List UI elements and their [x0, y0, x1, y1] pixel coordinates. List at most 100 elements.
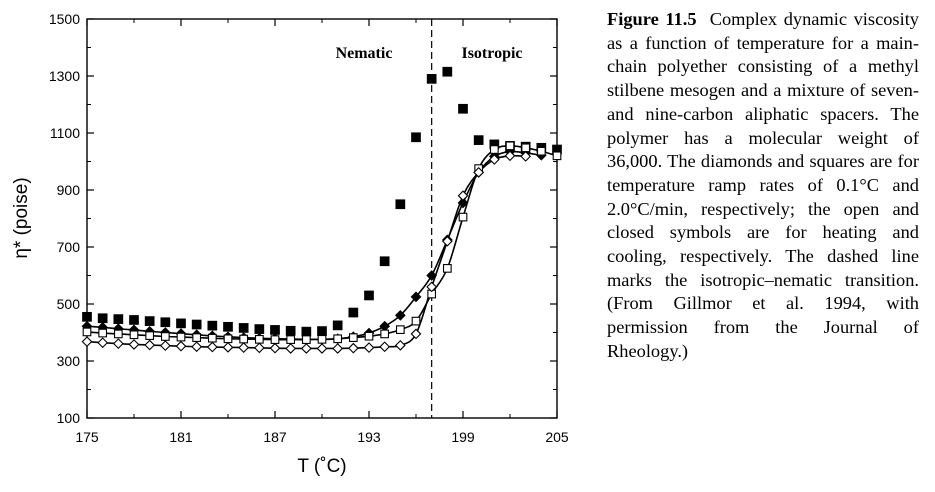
- open-square-point: [82, 327, 92, 337]
- open-square-point: [348, 333, 358, 342]
- y-tick-label: 100: [57, 410, 81, 426]
- open-diamond-point: [206, 341, 218, 353]
- x-tick-label: 205: [545, 429, 569, 445]
- open-diamond-point: [238, 342, 250, 353]
- plot-frame: [86, 18, 558, 419]
- y-tick-label: 700: [57, 239, 81, 255]
- open-square-point: [129, 330, 139, 340]
- open-square-point: [301, 335, 311, 344]
- open-square-point: [411, 316, 421, 326]
- open-diamond-point: [112, 338, 124, 349]
- figure-caption-text: Complex dynamic viscosity as a function …: [607, 9, 919, 361]
- open-square-point: [176, 332, 186, 342]
- x-tick-label: 187: [263, 429, 287, 445]
- open-diamond-point: [316, 343, 328, 354]
- open-square-point: [505, 141, 515, 151]
- open-square-point: [536, 146, 546, 156]
- y-tick-label: 300: [57, 353, 81, 369]
- filled-diamond-point: [410, 291, 422, 303]
- open-diamond-point: [175, 340, 187, 352]
- open-square-point: [113, 329, 123, 339]
- open-diamond-point: [332, 343, 344, 354]
- filled-square-point: [473, 135, 484, 145]
- filled-square-point: [254, 324, 265, 334]
- filled-square-point: [364, 290, 374, 301]
- open-diamond-point: [457, 190, 469, 202]
- filled-square-point: [129, 315, 139, 325]
- open-diamond-point: [394, 339, 406, 351]
- filled-square-point: [332, 320, 343, 331]
- filled-square-point: [191, 319, 202, 330]
- open-diamond-point: [191, 341, 203, 353]
- filled-square-point: [144, 316, 155, 326]
- viscosity-chart: 100 300 500 700 900 1100 1300 1500 175 181 187 193 1…: [11, 11, 569, 477]
- data-marks-layer: [81, 66, 562, 354]
- open-diamond-point: [159, 340, 171, 351]
- y-tick-label: 500: [57, 296, 81, 312]
- annotation-nematic: Nematic: [336, 45, 393, 62]
- open-square-point: [192, 333, 202, 342]
- open-diamond-point: [363, 342, 375, 353]
- open-square-point: [458, 212, 468, 222]
- open-square-point: [207, 333, 217, 343]
- open-diamond-point: [488, 154, 500, 165]
- open-square-point: [364, 331, 374, 341]
- open-square-point: [395, 325, 405, 335]
- filled-square-point: [160, 317, 171, 328]
- filled-square-point: [426, 74, 437, 84]
- filled-diamond-point: [379, 320, 391, 332]
- y-tick-label: 1100: [50, 125, 80, 141]
- filled-square-point: [442, 66, 453, 77]
- filled-square-point: [395, 199, 406, 210]
- open-square-point: [239, 334, 249, 344]
- open-diamond-point: [426, 281, 438, 293]
- filled-square-point: [348, 307, 359, 318]
- y-tick-label: 1300: [49, 68, 80, 84]
- x-tick-label: 181: [169, 429, 193, 445]
- open-square-point: [521, 143, 531, 153]
- figure-label: Figure 11.5: [607, 9, 697, 29]
- x-tick-label: 199: [451, 429, 475, 445]
- filled-square-point: [97, 313, 108, 324]
- fit-curve-open-square: [86, 144, 558, 341]
- filled-square-point: [270, 325, 280, 335]
- x-axis-label: T (˚C): [297, 456, 346, 477]
- open-diamond-point: [128, 339, 140, 350]
- open-diamond-point: [300, 343, 312, 354]
- open-square-point: [270, 335, 280, 344]
- filled-square-point: [113, 314, 124, 324]
- open-diamond-point: [97, 337, 109, 349]
- axes-layer: 100 300 500 700 900 1100 1300 1500 175 181 187 193 1…: [49, 11, 569, 445]
- filled-square-point: [176, 318, 186, 329]
- filled-diamond-point: [426, 270, 438, 281]
- open-diamond-point: [347, 342, 359, 354]
- open-diamond-point: [504, 150, 516, 162]
- open-square-point: [254, 334, 264, 344]
- open-square-point: [98, 328, 108, 338]
- open-diamond-point: [410, 328, 422, 340]
- open-diamond-point: [144, 339, 156, 351]
- open-square-point: [333, 334, 343, 344]
- open-diamond-point: [81, 336, 93, 347]
- filled-square-point: [238, 323, 249, 333]
- filled-square-point: [223, 321, 233, 332]
- y-tick-label: 1500: [49, 11, 80, 27]
- open-square-point: [223, 334, 233, 344]
- filled-square-point: [207, 320, 218, 331]
- open-diamond-point: [379, 341, 391, 353]
- filled-diamond-point: [394, 310, 406, 321]
- open-diamond-point: [473, 166, 485, 178]
- open-diamond-point: [285, 343, 297, 354]
- y-tick-label: 900: [57, 182, 81, 198]
- filled-square-point: [379, 256, 390, 267]
- open-square-point: [317, 334, 327, 344]
- open-diamond-point: [441, 235, 453, 247]
- x-tick-label: 175: [75, 429, 99, 445]
- open-square-point: [489, 145, 499, 154]
- open-square-point: [442, 264, 452, 273]
- open-diamond-point: [222, 341, 234, 353]
- y-axis-label: η* (poise): [11, 177, 32, 258]
- filled-square-point: [411, 132, 421, 143]
- x-tick-label: 193: [357, 429, 381, 445]
- open-square-point: [380, 329, 390, 339]
